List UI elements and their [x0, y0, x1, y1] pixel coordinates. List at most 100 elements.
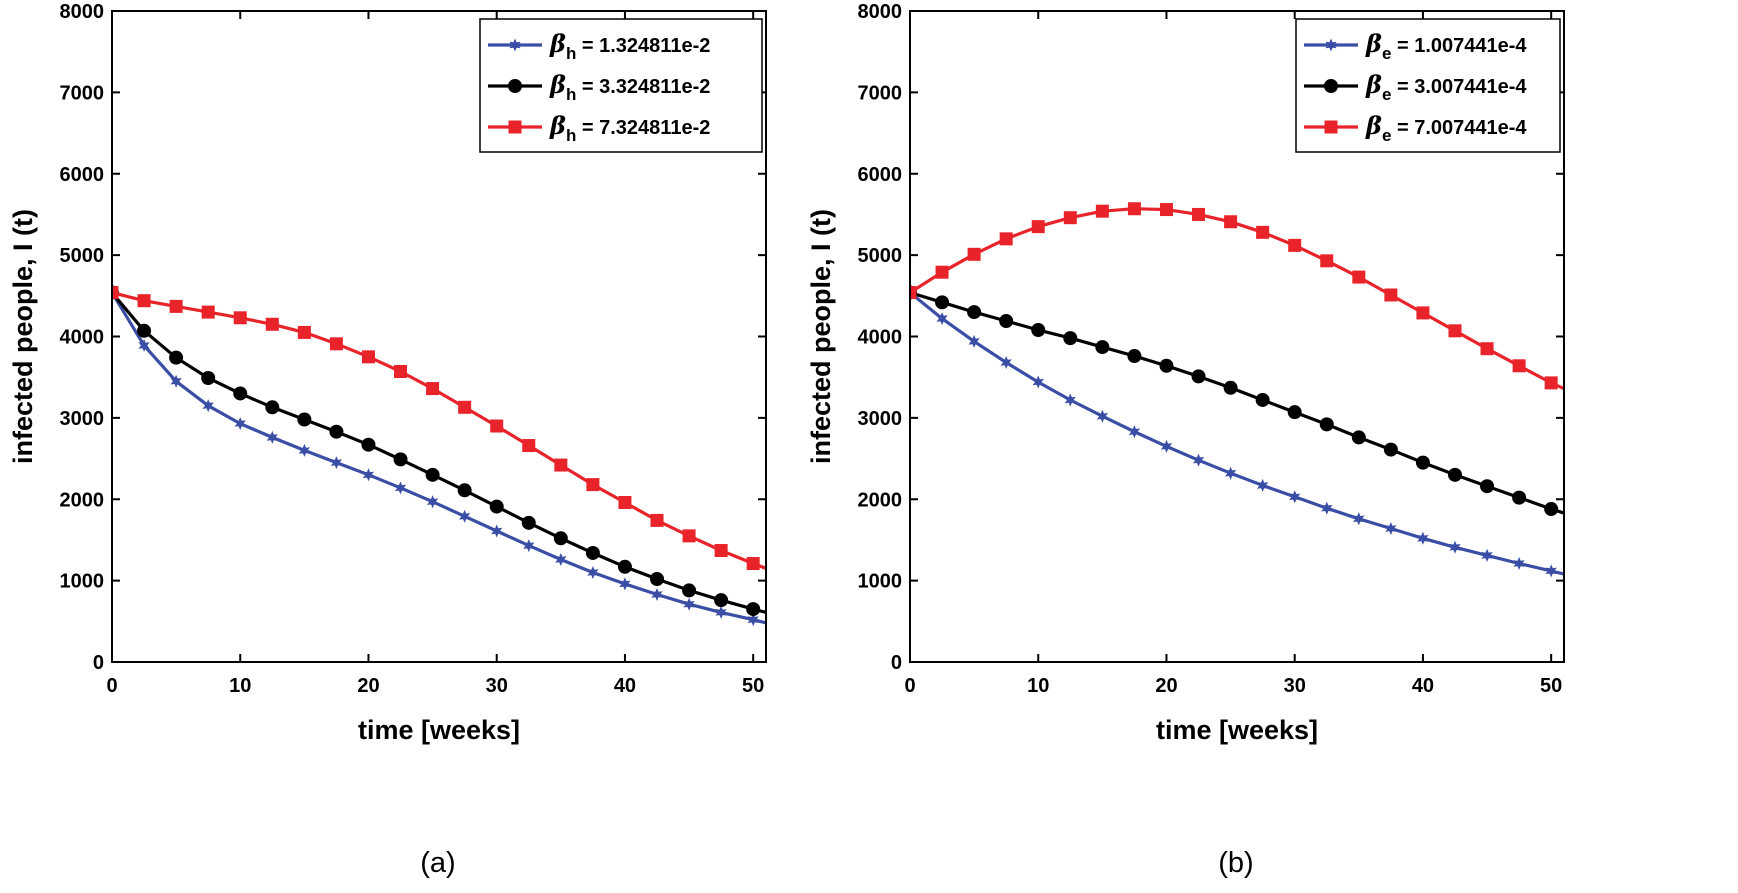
data-point [1384, 288, 1398, 302]
data-point [425, 467, 440, 482]
data-point [266, 430, 278, 444]
data-point [1225, 466, 1237, 480]
legend-label: βe = 3.007441e-4 [1365, 70, 1527, 104]
data-point [1512, 490, 1527, 505]
data-point [233, 386, 248, 401]
legend-label: βh = 7.324811e-2 [549, 111, 710, 145]
data-point [555, 553, 567, 566]
data-point [1353, 512, 1365, 526]
y-tick-label: 8000 [858, 1, 903, 23]
data-point [361, 437, 376, 452]
data-point [1192, 207, 1206, 221]
data-point [1159, 203, 1173, 217]
chart-panel-a: 0 10 20 30 40 50 0 1000 2000 3000 4000 5000 6000 7000… [8, 1, 767, 879]
legend-entry: βh = 3.324811e-2 [488, 70, 710, 104]
x-tick-label: 20 [357, 675, 379, 697]
data-point [999, 314, 1014, 329]
data-point [682, 529, 696, 543]
data-point [1063, 331, 1078, 346]
data-point [967, 247, 981, 261]
series-circle [910, 285, 1564, 517]
series-square [112, 286, 766, 571]
data-point [297, 325, 311, 339]
data-point [330, 456, 342, 470]
y-axis-label: infected people, I (t) [8, 209, 38, 464]
legend: βh = 1.324811e-2 βh = 3.324811e-2 βh = 7.3… [479, 18, 763, 153]
legend-label: βh = 1.324811e-2 [549, 29, 710, 63]
legend-equals: = [576, 35, 599, 57]
y-tick-label: 0 [891, 652, 902, 674]
data-point [202, 399, 214, 413]
data-point [169, 350, 184, 365]
data-point [265, 400, 280, 415]
y-tick-label: 3000 [858, 408, 903, 430]
legend-marker [508, 120, 522, 134]
data-point [1192, 453, 1205, 467]
legend-marker [1325, 38, 1337, 52]
legend-entry: βe = 1.007441e-4 [1304, 29, 1527, 63]
data-point [1159, 358, 1174, 373]
data-point [715, 605, 727, 619]
data-point [1287, 405, 1302, 420]
legend: βe = 1.007441e-4 βe = 3.007441e-4 βe = 7.0… [1295, 18, 1561, 153]
data-point [651, 588, 663, 601]
data-point [1063, 211, 1077, 225]
data-point [1545, 564, 1557, 578]
series-line [112, 291, 766, 614]
legend-value: 7.007441e-4 [1414, 117, 1527, 139]
x-tick-label: 10 [1027, 675, 1049, 697]
legend-subscript: e [1382, 44, 1391, 63]
x-tick-label: 50 [742, 675, 764, 697]
data-point [1417, 531, 1429, 545]
legend-marker [508, 79, 522, 93]
x-tick-label: 30 [1284, 675, 1306, 697]
x-tick-label: 0 [904, 675, 915, 697]
data-point [1416, 306, 1430, 320]
legend-entry: βe = 7.007441e-4 [1304, 111, 1527, 145]
panel-caption: (a) [420, 847, 455, 879]
legend-subscript: h [566, 44, 576, 63]
data-point [523, 539, 535, 553]
data-point [650, 513, 664, 527]
data-point [169, 299, 183, 313]
series-line [112, 291, 766, 570]
data-point [1480, 342, 1494, 356]
legend-equals: = [576, 117, 599, 139]
y-tick-label: 1000 [60, 571, 105, 593]
series-line [112, 291, 766, 625]
data-point [1255, 392, 1270, 407]
data-point [1031, 220, 1045, 234]
data-point [586, 478, 600, 492]
x-tick-label: 10 [229, 675, 251, 697]
data-point [714, 593, 729, 608]
data-point [394, 364, 408, 378]
panel-caption: (b) [1218, 847, 1253, 879]
y-tick-label: 4000 [60, 327, 105, 349]
data-point [967, 305, 982, 320]
data-point [1288, 238, 1302, 252]
data-point [233, 311, 247, 325]
series-star [112, 286, 766, 627]
data-point [1319, 417, 1334, 432]
legend-equals: = [576, 76, 599, 98]
data-point [521, 515, 536, 530]
legend-label: βh = 3.324811e-2 [549, 70, 710, 104]
data-point [1544, 376, 1558, 390]
data-point [1383, 442, 1398, 457]
x-tick-label: 0 [106, 675, 117, 697]
legend-symbol: β [549, 70, 566, 99]
data-point [1289, 490, 1301, 504]
data-point [1415, 455, 1430, 470]
data-point [936, 312, 948, 326]
series-star [910, 286, 1564, 578]
y-tick-label: 6000 [60, 164, 105, 186]
data-point [1064, 393, 1076, 407]
y-tick-label: 7000 [60, 82, 105, 104]
y-tick-label: 2000 [858, 489, 903, 511]
data-point [137, 323, 152, 338]
data-point [201, 371, 216, 386]
data-point [1321, 501, 1333, 515]
data-point [1513, 557, 1525, 570]
data-point [1032, 375, 1044, 389]
x-axis-label: time [weeks] [1156, 715, 1318, 745]
